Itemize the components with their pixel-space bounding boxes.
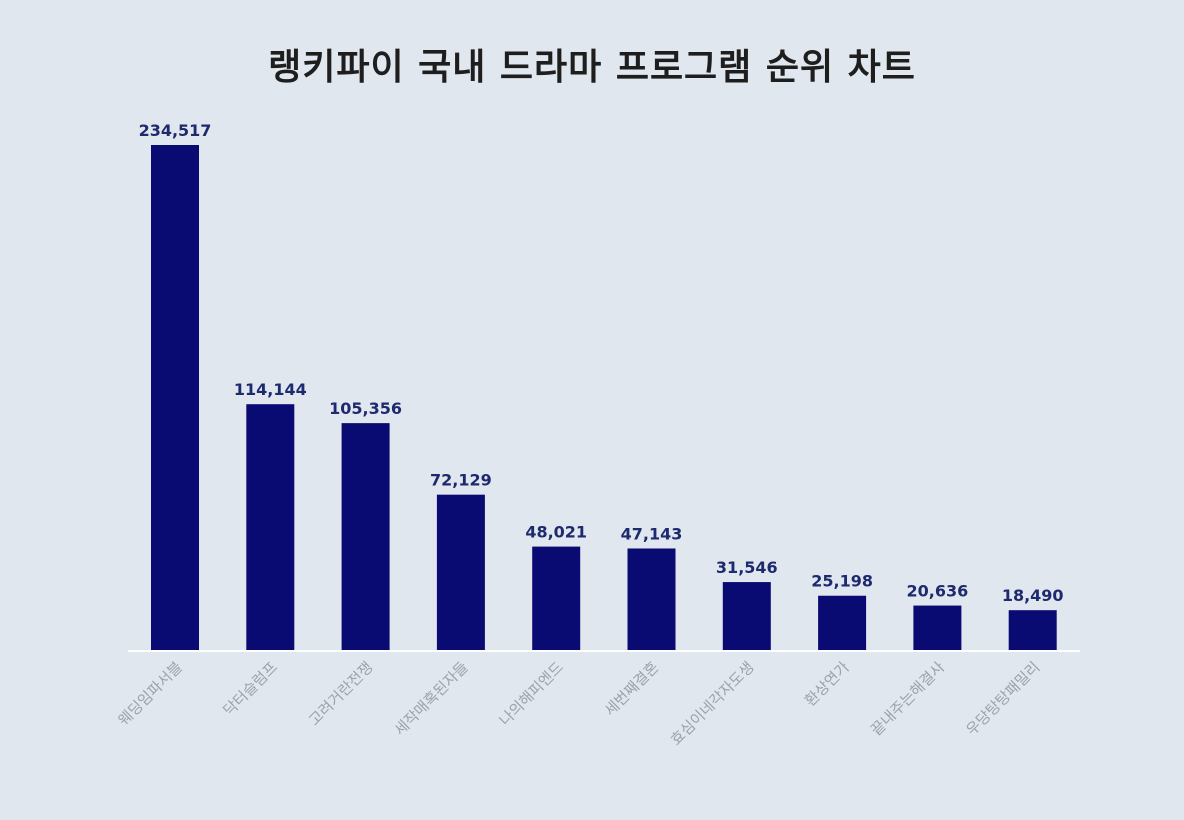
bar-2 [246,404,295,650]
bar-6 [627,548,676,650]
value-label-1: 234,517 [139,121,212,140]
x-tick-label-5: 나의해피엔드 [496,658,567,729]
bar-3 [341,423,390,650]
value-label-5: 48,021 [525,523,587,542]
x-tick-label-4: 세작매혹된자들 [391,658,472,739]
x-tick-label-3: 고려거란전쟁 [305,658,376,729]
bar-4 [436,494,485,650]
bar-1 [151,145,199,650]
value-label-2: 114,144 [234,380,307,399]
x-tick-label-2: 닥터슬럼프 [220,658,282,720]
bar-8 [818,595,867,650]
value-label-7: 31,546 [716,558,778,577]
x-tick-label-9: 끝내주는해결사 [867,658,948,739]
bar-10 [1008,610,1057,650]
value-label-10: 18,490 [1002,586,1064,605]
value-label-6: 47,143 [621,524,683,543]
x-tick-label-10: 우당탕탕패밀리 [962,658,1043,739]
x-tick-label-6: 세번째결혼 [601,658,663,720]
value-label-3: 105,356 [329,399,402,418]
bar-7 [722,582,771,650]
x-tick-label-7: 효심이네각자도생 [667,658,758,749]
value-label-9: 20,636 [907,582,969,601]
chart-title: 랭키파이 국내 드라마 프로그램 순위 차트 [268,47,916,88]
bar-9 [913,605,962,650]
x-tick-label-8: 환상연가 [801,658,853,710]
bar-5 [532,546,581,650]
x-tick-label-1: 웨딩임파서블 [115,658,186,729]
value-label-8: 25,198 [811,572,873,591]
value-label-4: 72,129 [430,471,492,490]
